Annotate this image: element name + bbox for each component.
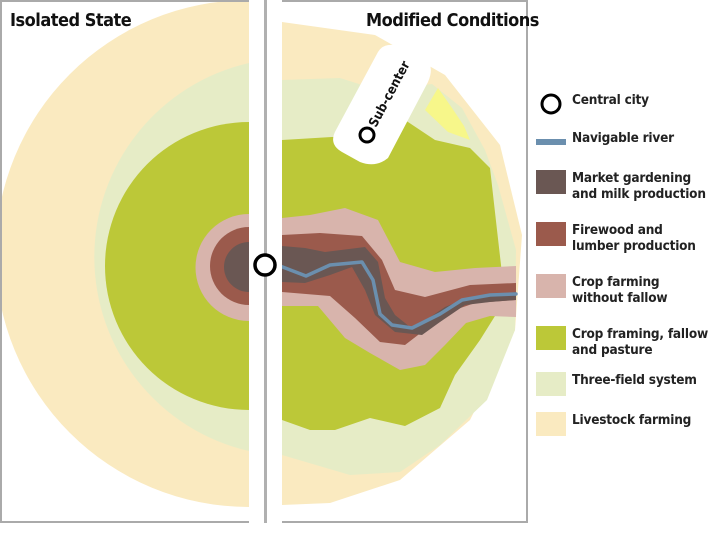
zone-market-gardening-right <box>282 246 516 335</box>
circle-icon <box>540 93 562 115</box>
subcenter-circle-icon <box>358 126 376 144</box>
legend-item-central-city: Central city <box>536 92 712 116</box>
isolated-state-panel <box>0 0 249 507</box>
legend-label: Navigable river <box>572 130 674 146</box>
livestock-swatch <box>536 412 566 436</box>
legend-label: Firewood and lumber production <box>572 222 696 254</box>
zone-highlight-yellow <box>425 88 470 140</box>
right-panel-title: Modified Conditions <box>366 10 539 31</box>
crop-no-fallow-swatch <box>536 274 566 298</box>
legend-item-navigable-river: Navigable river <box>536 130 712 154</box>
legend-item-livestock: Livestock farming <box>536 412 712 436</box>
legend-label: Crop framing, fallow and pasture <box>572 326 708 358</box>
market-gardening-swatch <box>536 170 566 194</box>
river-line-icon <box>536 139 566 145</box>
central-city-icon <box>253 253 277 277</box>
three-field-swatch <box>536 372 566 396</box>
legend-label: Central city <box>572 92 649 108</box>
legend-item-firewood: Firewood and lumber production <box>536 222 712 254</box>
legend-label: Three-field system <box>572 372 697 388</box>
zone-crop-fallow-left <box>105 122 249 410</box>
legend-label: Livestock farming <box>572 412 692 428</box>
navigable-river <box>278 260 518 330</box>
legend-item-crop-no-fallow: Crop farming without fallow <box>536 274 712 306</box>
legend-item-market-gardening: Market gardening and milk production <box>536 170 712 202</box>
subcenter-band <box>333 44 431 165</box>
legend-label: Crop farming without fallow <box>572 274 668 306</box>
modified-conditions-panel: Sub-center <box>278 22 522 505</box>
zone-market-gardening-left <box>224 242 249 292</box>
legend-item-crop-fallow-pasture: Crop framing, fallow and pasture <box>536 326 712 358</box>
firewood-swatch <box>536 222 566 246</box>
legend-label: Market gardening and milk production <box>572 170 706 202</box>
crop-fallow-pasture-swatch <box>536 326 566 350</box>
left-panel-title: Isolated State <box>10 10 132 31</box>
legend-item-three-field: Three-field system <box>536 372 712 396</box>
